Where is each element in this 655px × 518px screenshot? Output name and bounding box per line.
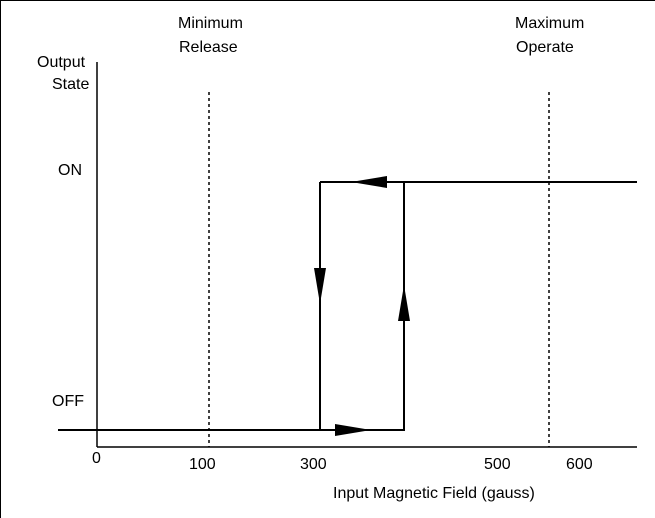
x-axis-title: Input Magnetic Field (gauss) <box>333 485 535 502</box>
x-tick-label: 500 <box>484 456 511 473</box>
on-state-label: ON <box>58 162 82 179</box>
x-tick-label: 300 <box>300 456 327 473</box>
minimum-release-label-line1: Minimum <box>178 15 243 32</box>
x-tick-label: 100 <box>189 456 216 473</box>
y-axis-title-line1: Output <box>37 54 86 71</box>
off-state-label: OFF <box>52 393 84 410</box>
maximum-operate-label-line2: Operate <box>516 39 574 56</box>
y-axis-title-line2: State <box>52 76 90 93</box>
down-arrow-icon <box>314 268 326 304</box>
left-arrow-icon <box>351 176 387 188</box>
x-tick-label: 0 <box>92 450 101 467</box>
up-arrow-icon <box>398 285 410 321</box>
maximum-operate-label-line1: Maximum <box>515 15 585 32</box>
minimum-release-label-line2: Release <box>179 39 238 56</box>
right-arrow-icon <box>335 424 371 436</box>
x-tick-label: 600 <box>566 456 593 473</box>
